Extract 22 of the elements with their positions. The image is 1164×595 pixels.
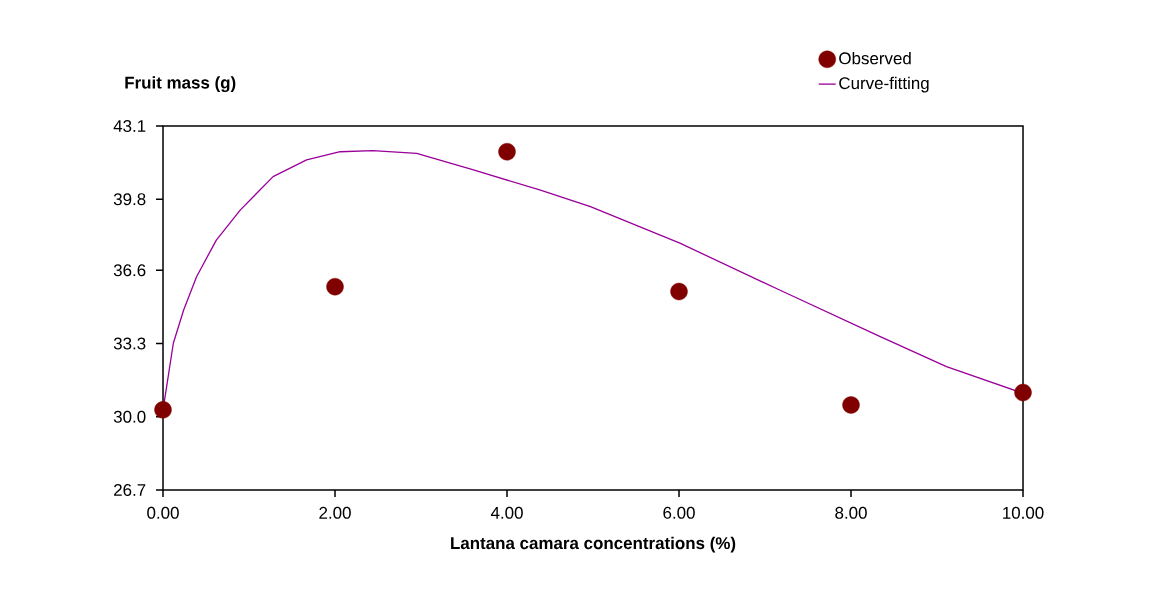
legend-label: Observed bbox=[839, 51, 911, 65]
x-tick-label: 2.00 bbox=[319, 506, 351, 519]
point bbox=[154, 401, 172, 419]
legend-label: Curve-fitting bbox=[839, 76, 929, 93]
y-tick-label: 39.8 bbox=[113, 193, 146, 206]
point bbox=[326, 277, 344, 296]
x-tick-label: 6.00 bbox=[663, 506, 695, 519]
point bbox=[670, 282, 688, 301]
x-tick-label: 4.00 bbox=[490, 506, 523, 519]
x-tick-label: 8.00 bbox=[835, 506, 867, 519]
y-tick-label: 36.6 bbox=[113, 264, 146, 277]
point bbox=[498, 143, 516, 161]
y-tick-label: 30.0 bbox=[113, 410, 146, 423]
x-axis-title: Lantana camara concentrations (%) bbox=[451, 536, 736, 553]
point bbox=[1014, 383, 1032, 402]
x-tick-label: 0.00 bbox=[147, 506, 179, 519]
y-tick-label: 26.7 bbox=[114, 483, 146, 496]
x-tick-label: 10.00 bbox=[1003, 506, 1044, 519]
y-tick-label: 43.1 bbox=[113, 119, 146, 132]
point bbox=[842, 396, 860, 414]
y-tick-label: 33.3 bbox=[113, 337, 146, 350]
y-axis-title: Fruit mass (g) bbox=[125, 76, 236, 93]
